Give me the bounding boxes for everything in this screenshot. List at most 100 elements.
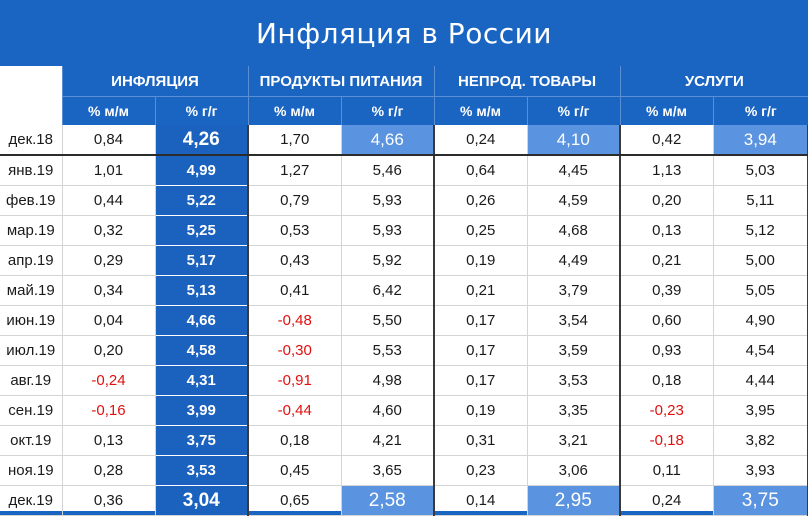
cell-yoy: 5,93 — [341, 215, 436, 246]
cell-mom: 0,24 — [434, 125, 528, 156]
cell-mom: 0,29 — [62, 245, 156, 276]
subheader-yy: % г/г — [154, 96, 249, 125]
cell-yoy: 4,68 — [527, 215, 622, 246]
cell-mom: 0,79 — [248, 185, 342, 216]
cell-yoy: 4,98 — [341, 365, 436, 396]
cell-mom: 0,41 — [248, 275, 342, 306]
cell-yoy: 4,58 — [155, 335, 250, 366]
row-label-month: авг.19 — [0, 365, 63, 396]
cell-mom: 0,32 — [62, 215, 156, 246]
row-label-month: ноя.19 — [0, 455, 63, 486]
cell-mom: 0,64 — [434, 155, 528, 186]
cell-mom: 0,23 — [434, 455, 528, 486]
cell-mom: 0,65 — [248, 485, 342, 516]
cell-mom: 0,17 — [434, 365, 528, 396]
subheader-yy: % г/г — [340, 96, 435, 125]
cell-yoy: 4,10 — [527, 125, 622, 156]
cell-mom: 0,43 — [248, 245, 342, 276]
cell-mom: 0,21 — [434, 275, 528, 306]
cell-yoy: 4,66 — [155, 305, 250, 336]
cell-mom: 1,27 — [248, 155, 342, 186]
cell-yoy: 4,66 — [341, 125, 436, 156]
row-label-month: дек.18 — [0, 125, 63, 156]
cell-yoy: 3,53 — [527, 365, 622, 396]
group-header-nonfood: НЕПРОД. ТОВАРЫ — [433, 66, 621, 97]
cell-yoy: 3,75 — [713, 485, 808, 516]
cell-mom: 0,44 — [62, 185, 156, 216]
cell-yoy: 3,95 — [713, 395, 808, 426]
cell-yoy: 4,31 — [155, 365, 250, 396]
subheader-yy: % г/г — [712, 96, 808, 125]
cell-mom: 0,84 — [62, 125, 156, 156]
cell-yoy: 3,65 — [341, 455, 436, 486]
cell-yoy: 3,35 — [527, 395, 622, 426]
cell-yoy: 4,44 — [713, 365, 808, 396]
group-header-services: УСЛУГИ — [619, 66, 808, 97]
cell-mom: 0,28 — [62, 455, 156, 486]
row-label-month: май.19 — [0, 275, 63, 306]
cell-mom: -0,18 — [620, 425, 714, 456]
cell-mom: 0,24 — [620, 485, 714, 516]
table-row: сен.19 -0,16 3,99 -0,44 4,60 0,19 3,35 -0,23 3,9… — [0, 395, 808, 426]
cell-mom: 0,60 — [620, 305, 714, 336]
cell-yoy: 3,94 — [713, 125, 808, 156]
cell-mom: -0,16 — [62, 395, 156, 426]
cell-yoy: 4,49 — [527, 245, 622, 276]
cell-mom: 0,93 — [620, 335, 714, 366]
cell-mom: 1,01 — [62, 155, 156, 186]
cell-yoy: 3,06 — [527, 455, 622, 486]
page-title: Инфляция в России — [255, 17, 553, 50]
cell-mom: 0,17 — [434, 305, 528, 336]
cell-yoy: 5,11 — [713, 185, 808, 216]
cell-yoy: 4,60 — [341, 395, 436, 426]
cell-yoy: 3,59 — [527, 335, 622, 366]
corner-cell — [0, 66, 62, 97]
cell-yoy: 5,50 — [341, 305, 436, 336]
cell-yoy: 5,05 — [713, 275, 808, 306]
cell-mom: 0,13 — [620, 215, 714, 246]
subheader-mm: % м/м — [433, 96, 528, 125]
cell-yoy: 3,04 — [155, 485, 250, 516]
row-label-month: фев.19 — [0, 185, 63, 216]
cell-yoy: 4,59 — [527, 185, 622, 216]
table-row: янв.19 1,01 4,99 1,27 5,46 0,64 4,45 1,13 5,03 — [0, 155, 808, 186]
cell-yoy: 5,12 — [713, 215, 808, 246]
cell-mom: 0,19 — [434, 395, 528, 426]
cell-yoy: 3,53 — [155, 455, 250, 486]
cell-mom: 0,25 — [434, 215, 528, 246]
cell-mom: -0,91 — [248, 365, 342, 396]
corner-cell — [0, 96, 62, 125]
cell-yoy: 5,46 — [341, 155, 436, 186]
subheader-mm: % м/м — [619, 96, 714, 125]
subheader-yy: % г/г — [526, 96, 621, 125]
cell-mom: 0,34 — [62, 275, 156, 306]
cell-yoy: 5,25 — [155, 215, 250, 246]
cell-yoy: 4,45 — [527, 155, 622, 186]
cell-mom: 0,21 — [620, 245, 714, 276]
group-header-food: ПРОДУКТЫ ПИТАНИЯ — [247, 66, 435, 97]
row-label-month: июл.19 — [0, 335, 63, 366]
table-row: ноя.19 0,28 3,53 0,45 3,65 0,23 3,06 0,11 3,93 — [0, 455, 808, 486]
cell-mom: -0,48 — [248, 305, 342, 336]
table-row: июн.19 0,04 4,66 -0,48 5,50 0,17 3,54 0,60 4,90 — [0, 305, 808, 336]
cell-mom: 0,31 — [434, 425, 528, 456]
row-label-month: апр.19 — [0, 245, 63, 276]
row-label-month: сен.19 — [0, 395, 63, 426]
cell-yoy: 5,03 — [713, 155, 808, 186]
cell-mom: 1,70 — [248, 125, 342, 156]
cell-yoy: 3,93 — [713, 455, 808, 486]
cell-yoy: 3,99 — [155, 395, 250, 426]
cell-mom: 0,13 — [62, 425, 156, 456]
table-row: дек.18 0,84 4,26 1,70 4,66 0,24 4,10 0,42 3,94 — [0, 125, 808, 156]
cell-yoy: 2,95 — [527, 485, 622, 516]
subheader-mm: % м/м — [61, 96, 155, 125]
cell-yoy: 2,58 — [341, 485, 436, 516]
cell-yoy: 3,21 — [527, 425, 622, 456]
cell-yoy: 3,79 — [527, 275, 622, 306]
cell-mom: 0,42 — [620, 125, 714, 156]
cell-yoy: 5,92 — [341, 245, 436, 276]
cell-mom: 0,53 — [248, 215, 342, 246]
inflation-table-panel: ИНФЛЯЦИЯ ПРОДУКТЫ ПИТАНИЯ НЕПРОД. ТОВАРЫ… — [0, 66, 808, 516]
cell-yoy: 3,54 — [527, 305, 622, 336]
row-label-month: мар.19 — [0, 215, 63, 246]
